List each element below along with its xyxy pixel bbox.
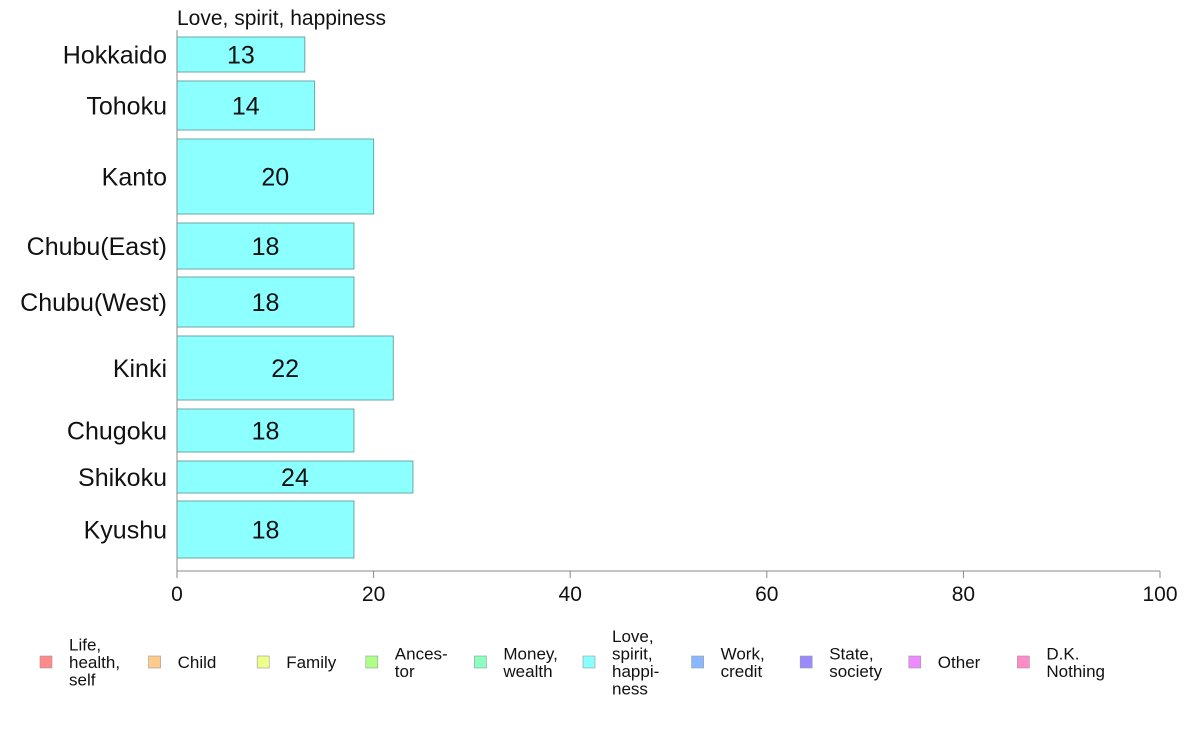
category-label: Kinki xyxy=(113,355,167,383)
bar-value-label: 18 xyxy=(252,289,280,317)
legend-label: Life, health, self xyxy=(69,636,120,690)
bar-chugoku xyxy=(176,408,355,453)
legend-label: Child xyxy=(178,653,217,672)
legend-swatch xyxy=(148,655,161,669)
bar-kanto xyxy=(176,138,375,215)
category-label: Chubu(West) xyxy=(20,289,167,317)
bar-value-label: 18 xyxy=(252,233,280,261)
legend-swatch xyxy=(908,655,922,669)
legend-label: Love, spirit, happi-ness xyxy=(612,627,659,699)
bar-value-label: 18 xyxy=(252,517,280,545)
legend-swatch xyxy=(256,655,270,669)
legend-swatch xyxy=(365,655,379,669)
bar-hokkaido xyxy=(176,36,306,73)
bar-value-label: 20 xyxy=(261,164,289,192)
bar-chubu-east- xyxy=(176,222,355,270)
x-tick-label: 40 xyxy=(559,583,582,606)
legend-swatch xyxy=(691,655,704,669)
bar-tohoku xyxy=(176,80,316,131)
bar-kinki xyxy=(176,335,394,401)
legend-label: Ances-tor xyxy=(395,644,448,681)
bars: 13 Hokkaido 14 Tohoku 20 Kanto 18 Chubu(East) 18… xyxy=(20,36,414,559)
category-label: Hokkaido xyxy=(63,42,167,70)
legend-swatch xyxy=(799,655,813,669)
category-label: Tohoku xyxy=(86,93,167,121)
category-label: Chugoku xyxy=(67,418,167,446)
bar-chubu-west- xyxy=(176,276,355,328)
legend-label: Other xyxy=(938,653,981,672)
category-label: Shikoku xyxy=(78,464,167,492)
bar-value-label: 18 xyxy=(252,418,280,446)
category-label: Kanto xyxy=(102,164,167,192)
x-tick-label: 20 xyxy=(362,583,385,606)
bar-value-label: 24 xyxy=(281,464,309,492)
x-axis: 0 20 40 60 80 100 xyxy=(171,30,1178,606)
category-label: Chubu(East) xyxy=(27,233,167,261)
chart-title: Love, spirit, happiness xyxy=(177,7,386,30)
legend: Life, health, self Child Family Ances-tor Mone… xyxy=(39,627,1105,699)
legend-label: State, society xyxy=(829,644,882,681)
legend-label: Money, wealth xyxy=(502,644,558,681)
legend-swatch xyxy=(1017,655,1030,669)
bar-value-label: 22 xyxy=(271,355,299,383)
category-label: Kyushu xyxy=(84,517,167,545)
legend-label: D.K. Nothing xyxy=(1046,644,1105,681)
legend-label: Family xyxy=(286,653,337,672)
x-tick-label: 0 xyxy=(171,583,183,606)
bar-value-label: 14 xyxy=(232,93,260,121)
x-tick-label: 100 xyxy=(1142,583,1177,606)
bar-value-label: 13 xyxy=(227,42,255,70)
legend-swatch xyxy=(39,655,53,669)
legend-label: Work, credit xyxy=(721,644,765,681)
x-tick-label: 60 xyxy=(755,583,778,606)
legend-swatch xyxy=(582,655,596,669)
x-tick-label: 80 xyxy=(952,583,975,606)
legend-swatch xyxy=(474,655,487,669)
